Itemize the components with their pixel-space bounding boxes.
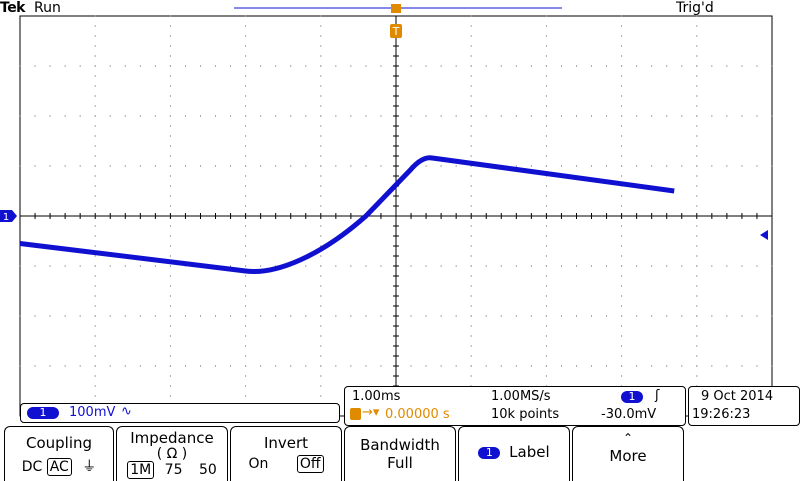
impedance-75[interactable]: 75 xyxy=(164,462,183,478)
label-title: Label xyxy=(509,443,550,461)
coupling-button[interactable]: Coupling DC AC ⏚ xyxy=(4,426,114,481)
ground-coupling-icon[interactable]: ⏚ xyxy=(82,459,97,475)
impedance-unit: ( Ω ) xyxy=(156,446,188,462)
coupling-title: Coupling xyxy=(25,434,93,452)
bandwidth-indicator-icon: ∿ xyxy=(121,404,132,419)
trigger-level-marker[interactable] xyxy=(760,230,768,240)
record-length: 10k points xyxy=(491,407,560,422)
timebase-readout[interactable]: 1.00ms 1.00MS/s 1 ʃ →▾ 0.00000 s 10k poi… xyxy=(344,386,686,426)
invert-on[interactable]: On xyxy=(248,456,269,472)
impedance-1m-selected[interactable]: 1M xyxy=(127,461,155,479)
trigger-position-marker[interactable]: T xyxy=(390,4,402,38)
more-chevron-icon: ⌃ xyxy=(622,431,634,445)
datetime-readout: 9 Oct 2014 19:26:23 xyxy=(688,386,800,426)
impedance-title: Impedance xyxy=(130,429,214,447)
impedance-button[interactable]: Impedance ( Ω ) 1M 75 50 xyxy=(116,426,228,481)
invert-title: Invert xyxy=(263,434,309,452)
channel-1-ground-marker[interactable]: 1 xyxy=(0,210,17,223)
svg-text:1: 1 xyxy=(3,212,9,223)
invert-button[interactable]: Invert On Off xyxy=(230,426,342,481)
horizontal-position: 0.00000 s xyxy=(385,407,450,422)
channel-1-readout[interactable]: 1 100mV ∿ xyxy=(20,403,340,423)
label-channel-badge: 1 xyxy=(478,446,501,459)
svg-text:T: T xyxy=(392,25,400,38)
sample-rate: 1.00MS/s xyxy=(491,389,551,404)
impedance-50[interactable]: 50 xyxy=(198,462,217,478)
trigger-level: -30.0mV xyxy=(601,407,657,422)
trigger-source-badge: 1 xyxy=(621,391,643,403)
time: 19:26:23 xyxy=(692,407,751,422)
bandwidth-button[interactable]: Bandwidth Full xyxy=(344,426,456,481)
brand-logo: Tek xyxy=(0,0,26,16)
label-button[interactable]: 1 Label xyxy=(458,426,570,481)
more-button[interactable]: ⌃ More xyxy=(572,426,684,481)
trigger-slope-icon: ʃ xyxy=(655,388,660,403)
bandwidth-title: Bandwidth xyxy=(360,436,440,454)
graticule xyxy=(19,15,773,417)
more-title: More xyxy=(609,447,647,465)
coupling-dc[interactable]: DC xyxy=(21,459,43,475)
trigger-arrow-icon: →▾ xyxy=(362,405,380,420)
channel-1-badge: 1 xyxy=(27,407,59,419)
invert-off-selected[interactable]: Off xyxy=(296,455,324,473)
date: 9 Oct 2014 xyxy=(701,389,774,404)
time-per-division: 1.00ms xyxy=(352,389,401,404)
acquisition-state: Run xyxy=(34,0,61,16)
bandwidth-value: Full xyxy=(387,454,413,472)
channel-1-waveform xyxy=(19,155,675,275)
trigger-position-icon xyxy=(350,408,361,420)
trigger-status: Trig'd xyxy=(676,0,714,16)
coupling-ac-selected[interactable]: AC xyxy=(46,458,72,476)
channel-1-scale: 100mV xyxy=(69,405,116,420)
